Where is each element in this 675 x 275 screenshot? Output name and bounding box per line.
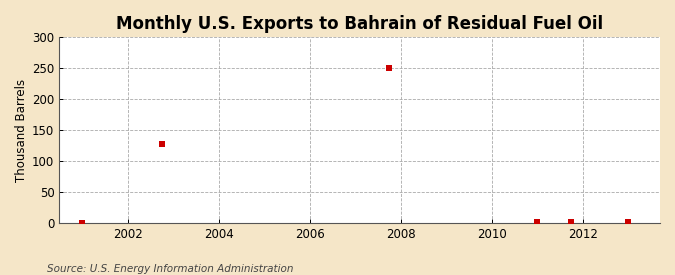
Point xyxy=(157,142,167,146)
Title: Monthly U.S. Exports to Bahrain of Residual Fuel Oil: Monthly U.S. Exports to Bahrain of Resid… xyxy=(116,15,603,33)
Point xyxy=(566,219,576,224)
Text: Source: U.S. Energy Information Administration: Source: U.S. Energy Information Administ… xyxy=(47,264,294,274)
Point xyxy=(384,66,395,70)
Y-axis label: Thousand Barrels: Thousand Barrels xyxy=(15,79,28,182)
Point xyxy=(623,219,634,224)
Point xyxy=(532,219,543,224)
Point xyxy=(77,221,88,225)
